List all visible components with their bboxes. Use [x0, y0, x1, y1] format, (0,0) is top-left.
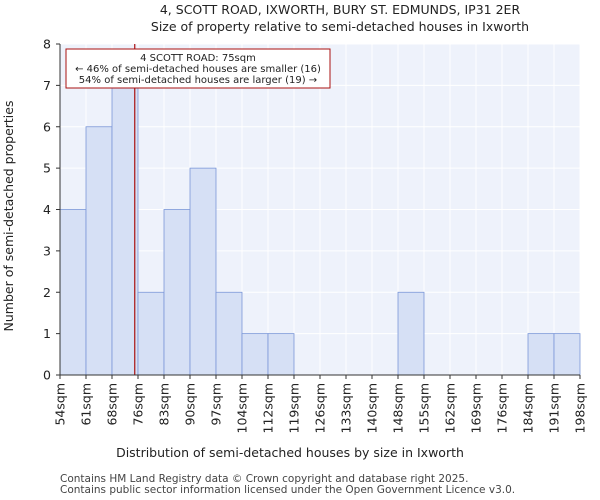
bar-83sqm [163, 209, 191, 376]
bar-76sqm [137, 291, 165, 376]
bar-184sqm [527, 333, 555, 376]
bar-54sqm [59, 209, 87, 376]
y-tick-label: 2 [43, 285, 51, 300]
bar-104sqm [241, 333, 269, 376]
y-tick-label: 6 [43, 119, 51, 134]
x-tick-label: 90sqm [183, 383, 198, 426]
x-tick-label: 54sqm [53, 383, 68, 426]
x-tick-label: 126sqm [313, 383, 328, 433]
chart-subtitle: Size of property relative to semi-detach… [151, 19, 529, 34]
x-tick-label: 104sqm [235, 383, 250, 433]
annotation-line-2: ← 46% of semi-detached houses are smalle… [75, 64, 321, 75]
y-tick-label: 3 [43, 243, 51, 258]
annotation-box: 4 SCOTT ROAD: 75sqm ← 46% of semi-detach… [65, 48, 331, 89]
y-ticks: 0 1 2 3 4 5 6 7 8 [43, 37, 60, 383]
x-tick-label: 97sqm [209, 383, 224, 426]
footer-line-2: Contains public sector information licen… [60, 484, 516, 496]
x-tick-label: 148sqm [391, 383, 406, 433]
y-tick-label: 8 [43, 37, 51, 52]
x-tick-label: 155sqm [417, 383, 432, 433]
bar-90sqm [189, 167, 217, 376]
y-tick-label: 1 [43, 326, 51, 341]
annotation-line-1: 4 SCOTT ROAD: 75sqm [140, 53, 256, 64]
x-tick-label: 162sqm [443, 383, 458, 433]
y-tick-label: 4 [43, 202, 51, 217]
bar-97sqm [215, 291, 243, 376]
x-tick-label: 191sqm [547, 383, 562, 433]
x-tick-label: 112sqm [261, 383, 276, 433]
y-tick-label: 5 [43, 161, 51, 176]
annotation-frame [65, 48, 331, 89]
bar-61sqm [85, 126, 113, 376]
x-tick-label: 83sqm [157, 383, 172, 426]
y-tick-label: 7 [43, 78, 51, 93]
x-ticks: 54sqm 61sqm 68sqm 76sqm 83sqm 90sqm 97sqm 104sq… [53, 375, 588, 433]
bar-112sqm [267, 333, 295, 376]
bar-191sqm [553, 333, 581, 376]
x-tick-label: 184sqm [521, 383, 536, 433]
footer-line-1: Contains HM Land Registry data © Crown c… [60, 473, 469, 485]
x-tick-label: 169sqm [469, 383, 484, 433]
x-tick-label: 68sqm [105, 383, 120, 426]
x-tick-label: 61sqm [79, 383, 94, 426]
bar-68sqm [111, 84, 139, 376]
x-tick-label: 76sqm [131, 383, 146, 426]
annotation-line-3: 54% of semi-detached houses are larger (… [79, 75, 317, 86]
x-tick-label: 140sqm [365, 383, 380, 433]
bars-group [59, 84, 581, 376]
x-tick-label: 119sqm [287, 383, 302, 433]
x-tick-label: 198sqm [573, 383, 588, 433]
y-tick-label: 0 [43, 368, 51, 383]
x-axis-label: Distribution of semi-detached houses by … [116, 445, 464, 460]
chart-title: 4, SCOTT ROAD, IXWORTH, BURY ST. EDMUNDS… [160, 2, 521, 17]
x-tick-label: 133sqm [339, 383, 354, 433]
x-tick-label: 176sqm [495, 383, 510, 433]
y-axis-label: Number of semi-detached properties [1, 101, 16, 332]
bar-148sqm [397, 291, 425, 376]
